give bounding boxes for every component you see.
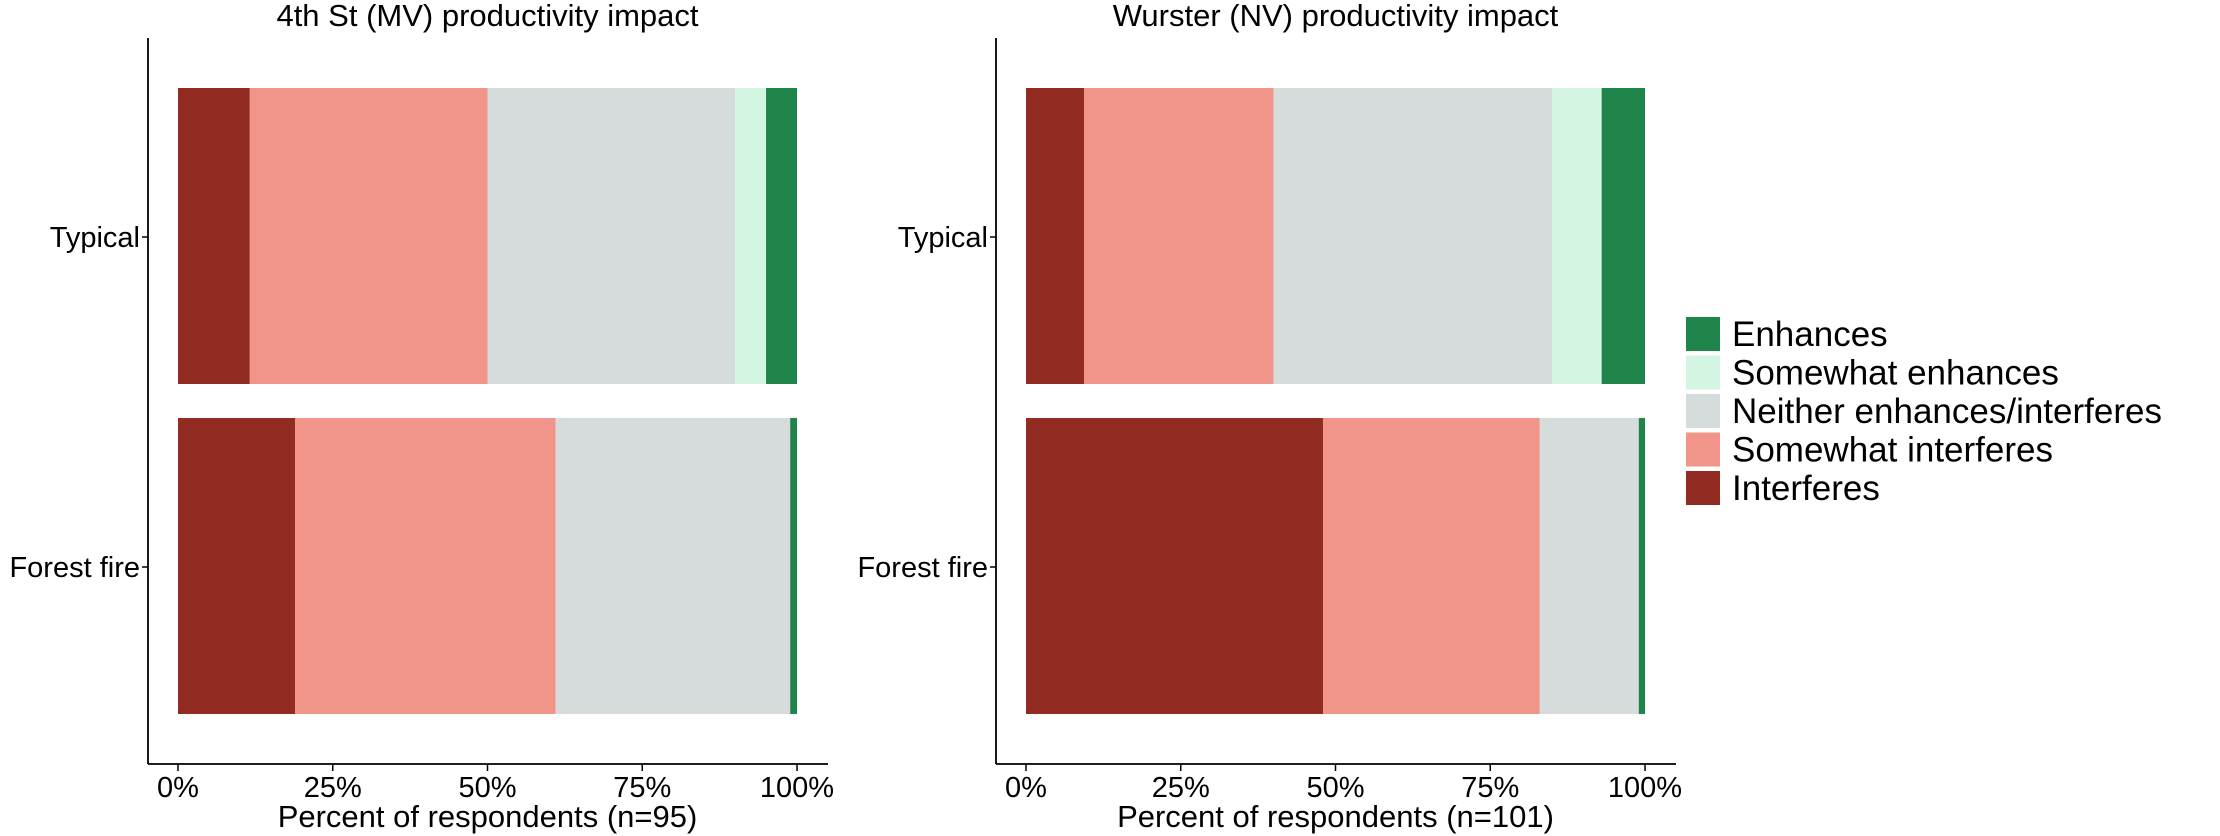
legend-swatch-interferes bbox=[1686, 471, 1720, 505]
x-tick-label: 100% bbox=[760, 772, 834, 804]
category-label: Typical bbox=[898, 222, 988, 254]
x-tick-label: 50% bbox=[458, 772, 516, 804]
x-axis-title: Percent of respondents (n=95) bbox=[278, 799, 698, 834]
bar-segment-neither-enhances-interferes bbox=[487, 88, 736, 384]
bar-segment-enhances bbox=[790, 418, 797, 714]
bar-segment-enhances bbox=[1601, 88, 1645, 384]
bar-segment-somewhat-interferes bbox=[294, 418, 556, 714]
legend-swatch-neither-enhances-interferes bbox=[1686, 394, 1720, 428]
bar-segment-somewhat-interferes bbox=[1323, 418, 1540, 714]
panel-title: 4th St (MV) productivity impact bbox=[276, 0, 698, 33]
category-label: Forest fire bbox=[857, 552, 988, 584]
legend-label-somewhat-enhances: Somewhat enhances bbox=[1732, 354, 2059, 393]
x-tick-label: 100% bbox=[1608, 772, 1682, 804]
x-tick-label: 25% bbox=[1152, 772, 1210, 804]
legend-swatch-somewhat-interferes bbox=[1686, 432, 1720, 467]
bar-segment-somewhat-interferes bbox=[249, 88, 488, 384]
bar-segment-interferes bbox=[178, 88, 250, 384]
bar-segment-somewhat-interferes bbox=[1084, 88, 1274, 384]
legend-swatch-somewhat-enhances bbox=[1686, 355, 1720, 390]
legend-label-somewhat-interferes: Somewhat interferes bbox=[1732, 431, 2053, 470]
x-tick-label: 75% bbox=[1461, 772, 1519, 804]
category-label: Typical bbox=[50, 222, 140, 254]
legend-label-interferes: Interferes bbox=[1732, 469, 1880, 508]
panel-2: Wurster (NV) productivity impact Typical F… bbox=[857, 0, 1682, 834]
x-axis-title: Percent of respondents (n=101) bbox=[1117, 799, 1554, 834]
bar-segment-interferes bbox=[178, 418, 295, 714]
bar-segment-enhances bbox=[1638, 418, 1645, 714]
bar-segment-neither-enhances-interferes bbox=[555, 418, 791, 714]
legend-swatch-enhances bbox=[1686, 317, 1720, 351]
panel-title: Wurster (NV) productivity impact bbox=[1113, 0, 1559, 33]
bar-segment-interferes bbox=[1026, 88, 1085, 384]
bar-segment-somewhat-enhances bbox=[1552, 88, 1602, 384]
legend-label-neither-enhances-interferes: Neither enhances/interferes bbox=[1732, 392, 2162, 431]
x-tick-label: 25% bbox=[304, 772, 362, 804]
bar-segment-somewhat-enhances bbox=[735, 88, 767, 384]
legend-label-enhances: Enhances bbox=[1732, 315, 1888, 354]
category-label: Forest fire bbox=[9, 552, 140, 584]
x-tick-label: 50% bbox=[1306, 772, 1364, 804]
x-tick-label: 0% bbox=[157, 772, 199, 804]
bar-segment-neither-enhances-interferes bbox=[1539, 418, 1639, 714]
x-tick-label: 75% bbox=[613, 772, 671, 804]
x-tick-label: 0% bbox=[1005, 772, 1047, 804]
bar-segment-neither-enhances-interferes bbox=[1273, 88, 1553, 384]
bar-segment-enhances bbox=[766, 88, 797, 384]
bar-segment-interferes bbox=[1026, 418, 1324, 714]
panel-1: 4th St (MV) productivity impact Typical Fo… bbox=[9, 0, 834, 834]
